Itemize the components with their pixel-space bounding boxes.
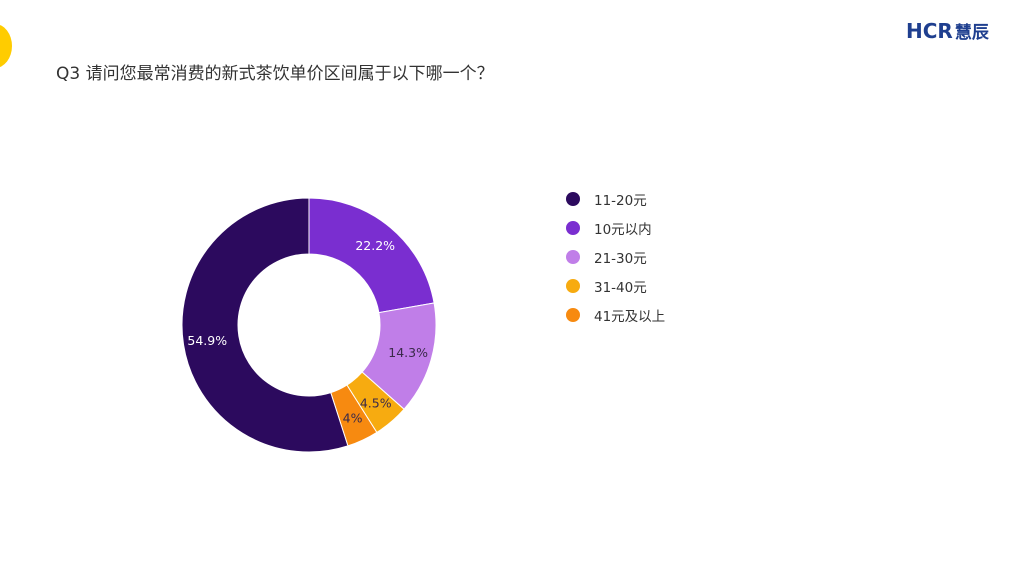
question-title: Q3 请问您最常消费的新式茶饮单价区间属于以下哪一个？ — [56, 64, 494, 84]
legend-label: 10元以内 — [594, 221, 652, 238]
legend-label: 41元及以上 — [594, 308, 666, 325]
logo-cjk-text: 慧辰 — [954, 23, 989, 43]
legend-label: 21-30元 — [594, 250, 647, 267]
legend-swatch-icon — [566, 278, 580, 293]
legend-swatch-icon — [566, 191, 580, 206]
chart-legend: 11-20元 10元以内 21-30元 31-40元 41元及以上 — [566, 184, 665, 329]
legend-label: 31-40元 — [594, 279, 647, 296]
legend-label: 11-20元 — [594, 192, 647, 209]
legend-item[interactable]: 11-20元 — [566, 184, 665, 213]
decorative-corner-shape — [0, 24, 12, 68]
legend-item[interactable]: 31-40元 — [566, 271, 665, 300]
legend-swatch-icon — [566, 220, 580, 235]
legend-item[interactable]: 10元以内 — [566, 213, 665, 242]
donut-slice — [181, 197, 349, 453]
slice-data-label: 22.2% — [355, 238, 395, 253]
legend-swatch-icon — [566, 307, 580, 322]
slice-data-label: 4% — [343, 410, 363, 425]
slice-data-label: 4.5% — [360, 395, 392, 410]
legend-swatch-icon — [566, 249, 580, 264]
donut-slice — [308, 197, 435, 314]
legend-item[interactable]: 21-30元 — [566, 242, 665, 271]
slice-data-label: 14.3% — [388, 345, 428, 360]
legend-item[interactable]: 41元及以上 — [566, 300, 665, 329]
logo-latin-text: HCR — [906, 19, 953, 43]
slice-data-label: 54.9% — [187, 333, 227, 348]
company-logo: HCR 慧辰 — [906, 18, 989, 43]
